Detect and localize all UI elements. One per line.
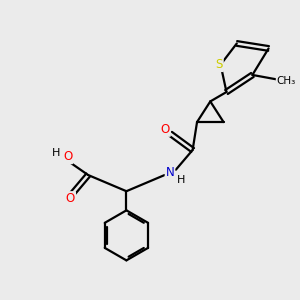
Text: CH₃: CH₃ bbox=[276, 76, 296, 86]
Text: S: S bbox=[215, 58, 223, 71]
Text: H: H bbox=[52, 148, 60, 158]
Text: H: H bbox=[177, 175, 185, 185]
Text: O: O bbox=[66, 192, 75, 205]
Text: O: O bbox=[160, 123, 170, 136]
Text: N: N bbox=[166, 166, 174, 179]
Text: O: O bbox=[63, 150, 72, 163]
